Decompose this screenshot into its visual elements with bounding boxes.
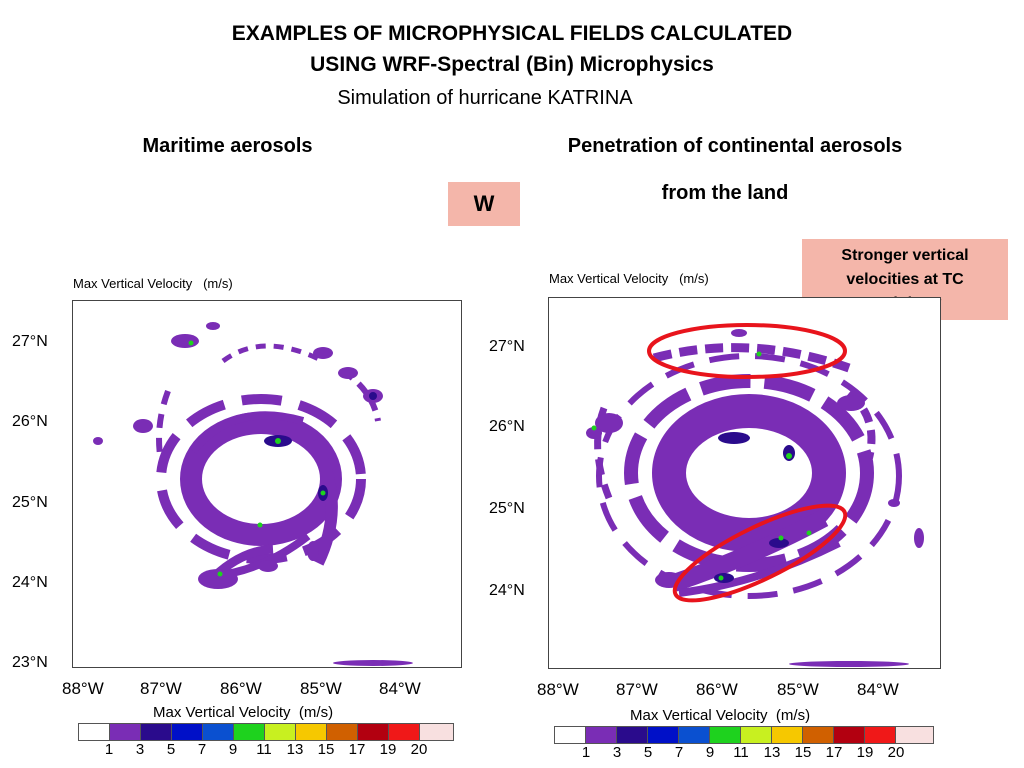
left-lon-label-88: 88°W bbox=[62, 679, 104, 698]
left-colorbar-swatch-10 bbox=[389, 724, 420, 740]
right-lon-label-86: 86°W bbox=[696, 680, 738, 699]
right-colorbar-tick: 17 bbox=[825, 744, 843, 761]
left-colorbar-tick: 7 bbox=[197, 741, 207, 758]
left-colorbar-swatch-6 bbox=[265, 724, 296, 740]
left-colorbar-tick: 3 bbox=[135, 741, 145, 758]
left-plot-units: (m/s) bbox=[203, 276, 233, 291]
right-colorbar-swatch-1 bbox=[586, 727, 617, 743]
left-colorbar-swatch-7 bbox=[296, 724, 327, 740]
left-colorbar bbox=[78, 723, 454, 741]
right-colorbar-tick: 9 bbox=[705, 744, 715, 761]
right-lat-label-24: 24°N bbox=[489, 582, 525, 599]
right-colorbar-tick: 13 bbox=[763, 744, 781, 761]
right-colorbar-tick: 5 bbox=[643, 744, 653, 761]
right-lon-label-85: 85°W bbox=[777, 680, 819, 699]
left-colorbar-swatch-2 bbox=[141, 724, 172, 740]
right-lat-label-25: 25°N bbox=[489, 500, 525, 517]
left-lon-label-87: 87°W bbox=[140, 679, 182, 698]
right-lon-label-87: 87°W bbox=[616, 680, 658, 699]
w-label-box: W bbox=[448, 182, 520, 226]
right-colorbar-swatch-0 bbox=[555, 727, 586, 743]
left-colorbar-title-text: Max Vertical Velocity bbox=[153, 704, 291, 721]
left-colorbar-swatch-1 bbox=[110, 724, 141, 740]
left-colorbar-swatch-3 bbox=[172, 724, 203, 740]
left-colorbar-swatch-9 bbox=[358, 724, 389, 740]
right-colorbar-swatch-3 bbox=[648, 727, 679, 743]
left-lon-label-84: 84°W bbox=[379, 679, 421, 698]
right-colorbar-swatch-11 bbox=[896, 727, 933, 743]
callout-line-2: velocities at TC bbox=[846, 270, 964, 288]
left-plot-title: Max Vertical Velocity (m/s) bbox=[73, 276, 233, 291]
left-lat-label-23: 23°N bbox=[12, 654, 48, 671]
highlight-ellipse-north bbox=[647, 323, 847, 379]
right-map-frame bbox=[548, 297, 941, 669]
right-colorbar-tick: 7 bbox=[674, 744, 684, 761]
left-colorbar-tick: 19 bbox=[379, 741, 397, 758]
left-colorbar-tick: 9 bbox=[228, 741, 238, 758]
right-map-field bbox=[586, 329, 924, 667]
left-colorbar-tick: 11 bbox=[256, 741, 272, 758]
callout-line-1: Stronger vertical bbox=[841, 246, 969, 264]
right-plot-title-text: Max Vertical Velocity bbox=[549, 271, 669, 286]
left-colorbar-swatch-11 bbox=[420, 724, 453, 740]
left-colorbar-ticks: 1 3 5 7 9 11 13 15 17 19 20 bbox=[96, 741, 432, 758]
title-line-2: USING WRF-Spectral (Bin) Microphysics bbox=[310, 53, 714, 76]
subtitle: Simulation of hurricane KATRINA bbox=[337, 87, 633, 109]
right-lat-label-26: 26°N bbox=[489, 418, 525, 435]
right-lon-label-84: 84°W bbox=[857, 680, 899, 699]
right-colorbar bbox=[554, 726, 934, 744]
right-lon-label-88: 88°W bbox=[537, 680, 579, 699]
left-colorbar-tick: 5 bbox=[166, 741, 176, 758]
left-colorbar-tick: 17 bbox=[348, 741, 366, 758]
right-colorbar-swatch-6 bbox=[741, 727, 772, 743]
left-lat-label-26: 26°N bbox=[12, 413, 48, 430]
right-colorbar-swatch-4 bbox=[679, 727, 710, 743]
left-colorbar-units: (m/s) bbox=[298, 704, 334, 721]
left-colorbar-swatch-0 bbox=[79, 724, 110, 740]
left-lat-label-27: 27°N bbox=[12, 333, 48, 350]
right-colorbar-tick: 1 bbox=[581, 744, 591, 761]
right-lat-label-27: 27°N bbox=[489, 338, 525, 355]
left-colorbar-tick: 20 bbox=[410, 741, 428, 758]
right-colorbar-title-text: Max Vertical Velocity bbox=[630, 707, 768, 724]
left-colorbar-tick: 13 bbox=[286, 741, 304, 758]
right-plot-title: Max Vertical Velocity (m/s) bbox=[549, 271, 709, 286]
left-colorbar-swatch-4 bbox=[203, 724, 234, 740]
right-colorbar-swatch-2 bbox=[617, 727, 648, 743]
right-plot-units: (m/s) bbox=[679, 271, 709, 286]
left-lat-label-24: 24°N bbox=[12, 574, 48, 591]
left-map-field bbox=[93, 322, 413, 666]
right-colorbar-title: Max Vertical Velocity (m/s) bbox=[630, 707, 810, 724]
left-heading: Maritime aerosols bbox=[142, 135, 313, 157]
right-colorbar-units: (m/s) bbox=[775, 707, 811, 724]
right-colorbar-tick: 3 bbox=[612, 744, 622, 761]
left-map-frame bbox=[72, 300, 462, 668]
right-colorbar-tick: 11 bbox=[733, 744, 749, 761]
left-plot-title-text: Max Vertical Velocity bbox=[73, 276, 193, 291]
left-lon-label-85: 85°W bbox=[300, 679, 342, 698]
right-colorbar-swatch-9 bbox=[834, 727, 865, 743]
right-colorbar-tick: 19 bbox=[856, 744, 874, 761]
right-heading-line-1: Penetration of continental aerosols bbox=[567, 135, 903, 157]
left-colorbar-tick: 1 bbox=[104, 741, 114, 758]
right-colorbar-swatch-10 bbox=[865, 727, 896, 743]
right-colorbar-tick: 20 bbox=[887, 744, 905, 761]
left-lat-label-25: 25°N bbox=[12, 494, 48, 511]
left-colorbar-swatch-5 bbox=[234, 724, 265, 740]
right-colorbar-tick: 15 bbox=[794, 744, 812, 761]
left-lon-label-86: 86°W bbox=[220, 679, 262, 698]
right-heading-line-2: from the land bbox=[661, 182, 789, 204]
left-colorbar-tick: 15 bbox=[317, 741, 335, 758]
right-colorbar-swatch-5 bbox=[710, 727, 741, 743]
highlight-ellipse-south bbox=[672, 503, 848, 603]
right-colorbar-ticks: 1 3 5 7 9 11 13 15 17 19 20 bbox=[573, 744, 909, 761]
ellipse-overlay bbox=[647, 323, 848, 603]
left-colorbar-title: Max Vertical Velocity (m/s) bbox=[153, 704, 333, 721]
title-line-1: EXAMPLES OF MICROPHYSICAL FIELDS CALCULA… bbox=[231, 22, 793, 45]
left-colorbar-swatch-8 bbox=[327, 724, 358, 740]
right-colorbar-swatch-8 bbox=[803, 727, 834, 743]
right-colorbar-swatch-7 bbox=[772, 727, 803, 743]
